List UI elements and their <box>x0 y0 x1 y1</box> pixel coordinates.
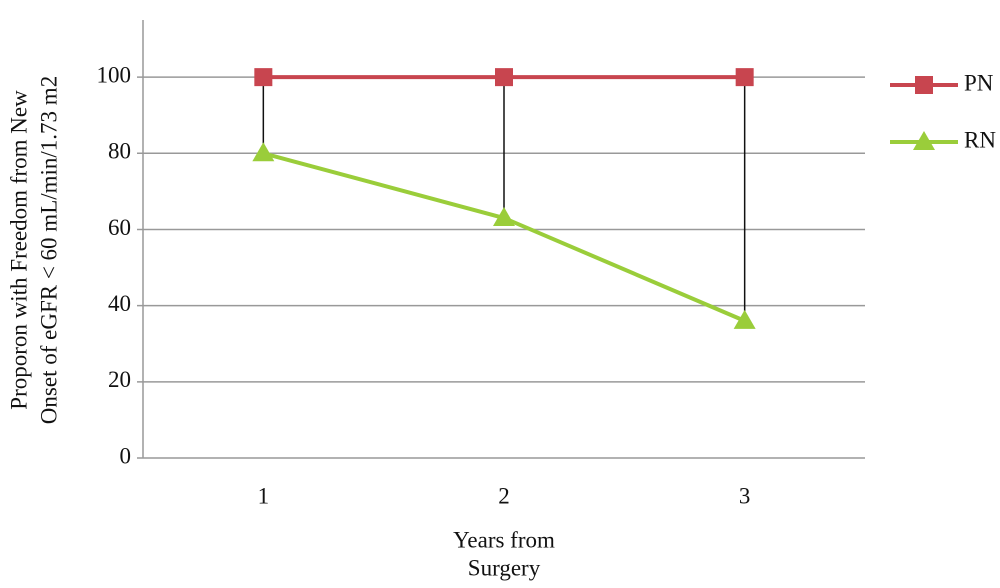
marker <box>915 76 933 94</box>
legend-label: PN <box>964 70 994 95</box>
marker <box>913 131 935 150</box>
x-tick-label: 1 <box>258 483 270 508</box>
marker <box>493 207 515 227</box>
y-axis-label: Proporon with Freedom from New Onset of … <box>6 76 61 424</box>
y-tick-label: 80 <box>108 139 131 164</box>
marker <box>733 309 756 329</box>
x-axis-label: Surgery <box>468 555 541 580</box>
marker <box>254 68 273 87</box>
x-tick-label: 3 <box>739 483 751 508</box>
y-axis-label-line: Proporon with Freedom from New <box>6 90 31 410</box>
y-tick-label: 40 <box>108 291 131 316</box>
y-tick-label: 0 <box>120 443 132 468</box>
y-axis-label-line: Onset of eGFR < 60 mL/min/1.73 m2 <box>36 76 61 424</box>
x-axis-label: Years from <box>453 527 555 552</box>
x-tick-label: 2 <box>498 483 510 508</box>
marker <box>252 142 275 162</box>
marker <box>735 68 754 87</box>
y-tick-label: 20 <box>108 367 131 392</box>
y-tick-label: 60 <box>108 215 131 240</box>
legend-label: RN <box>964 127 996 152</box>
y-tick-label: 100 <box>97 62 132 87</box>
marker <box>495 68 513 87</box>
